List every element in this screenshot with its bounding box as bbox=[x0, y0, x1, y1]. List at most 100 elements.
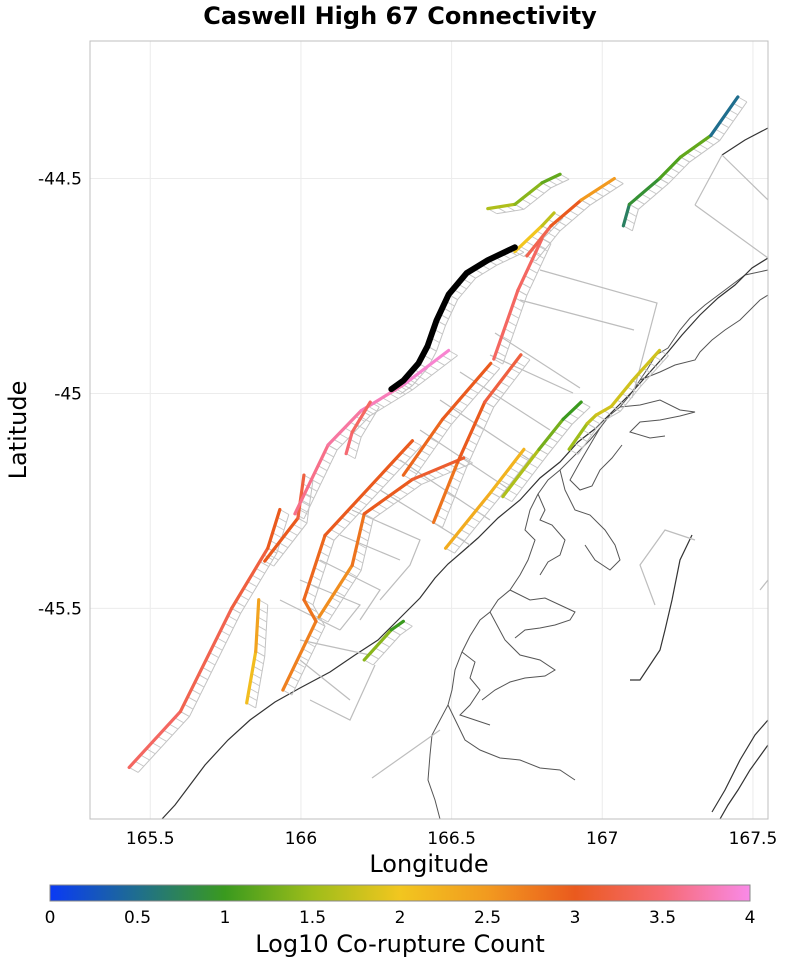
fault-ribbon-hatch bbox=[174, 717, 184, 724]
fault-ribbon-hatch bbox=[194, 681, 205, 688]
fault-ribbon-hatch bbox=[379, 475, 389, 482]
fault-ribbon-hatch bbox=[500, 479, 510, 486]
fault-ribbon-hatch bbox=[407, 468, 417, 475]
rupture-segment-shelf-trace-c bbox=[594, 404, 613, 417]
background-fault-network bbox=[279, 154, 768, 779]
fault-ribbon-hatch bbox=[429, 437, 439, 444]
fault-ribbon-hatch bbox=[669, 167, 680, 174]
y-axis-ticks: -44.5 -45 -45.5 bbox=[38, 170, 82, 620]
fault-ribbon-hatch bbox=[352, 505, 362, 512]
fault-ribbon-hatch bbox=[424, 443, 435, 450]
fault-ribbon-hatch bbox=[520, 246, 530, 252]
rupture-segment-secretary-fault bbox=[302, 598, 318, 623]
fiord-inlet-4 bbox=[559, 469, 621, 571]
fault-ribbon-hatch bbox=[439, 506, 449, 513]
fault-ribbon-hatch bbox=[518, 455, 529, 461]
rupture-segment-caswell-mid-inner bbox=[296, 473, 306, 520]
fault-ribbon-hatch bbox=[477, 416, 488, 423]
fault-ribbon-hatch bbox=[448, 350, 458, 356]
fault-ribbon-hatch bbox=[327, 603, 337, 610]
x-tick-label: 165.5 bbox=[126, 829, 175, 849]
fault-ribbon-hatch bbox=[474, 424, 484, 431]
x-tick-label: 167.5 bbox=[729, 829, 778, 849]
rupture-segment-fiordland-branch-lower bbox=[254, 598, 261, 653]
fault-ribbon-hatch bbox=[520, 354, 531, 361]
fault-ribbon-hatch bbox=[315, 620, 326, 627]
fault-ribbon-hatch bbox=[311, 575, 322, 581]
rupture-segment-doubtful-trace bbox=[410, 456, 466, 482]
fault-ribbon-hatch bbox=[249, 687, 259, 694]
offshore-lineament-3 bbox=[719, 744, 768, 819]
fault-ribbon-hatch bbox=[373, 481, 384, 488]
fault-ribbon-hatch bbox=[574, 204, 585, 211]
fault-ribbon-hatch bbox=[611, 405, 621, 412]
fault-ribbon-hatch bbox=[272, 532, 282, 539]
fault-ribbon-hatch bbox=[433, 431, 444, 438]
fault-ribbon-hatch bbox=[319, 551, 329, 557]
fault-ribbon-hatch bbox=[333, 438, 343, 445]
network-line bbox=[494, 332, 581, 389]
network-line bbox=[299, 639, 371, 656]
rupture-segment-shelf-trace-c bbox=[630, 348, 662, 383]
fault-ribbon-hatch bbox=[451, 476, 461, 483]
rupture-segment-fiordland-branch-upper bbox=[350, 400, 372, 434]
network-line bbox=[351, 509, 421, 601]
fault-ribbon-hatch bbox=[460, 529, 470, 535]
fault-ribbon-hatch bbox=[518, 475, 528, 482]
rupture-segment-offshore-north-c bbox=[513, 224, 544, 254]
fiord-inlet-6 bbox=[509, 589, 576, 639]
fault-ribbon-hatch bbox=[251, 574, 261, 581]
fault-ribbon-hatch bbox=[480, 504, 490, 511]
y-tick-label: -45.5 bbox=[38, 599, 82, 619]
fault-ribbon-edge bbox=[303, 355, 458, 520]
fault-ribbon-hatch bbox=[269, 554, 279, 561]
offshore-lineament-1 bbox=[721, 127, 768, 156]
fault-ribbon-hatch bbox=[562, 418, 573, 425]
fault-ribbon-hatch bbox=[349, 421, 360, 428]
fault-ribbon-hatch bbox=[250, 680, 260, 687]
fault-ribbon-hatch bbox=[304, 492, 315, 499]
fault-ribbon-hatch bbox=[318, 616, 329, 623]
fault-ribbon-hatch bbox=[442, 499, 452, 506]
fault-ribbon-hatch bbox=[301, 499, 311, 506]
fault-ribbon-hatch bbox=[445, 547, 455, 554]
rupture-segment-caswell-segment-sw bbox=[266, 507, 282, 550]
fault-ribbon-hatch bbox=[460, 454, 471, 461]
fault-ribbon-hatch bbox=[134, 760, 145, 767]
fault-ribbon-hatch bbox=[227, 615, 238, 622]
fault-ribbon-hatch bbox=[494, 388, 505, 394]
chart-title: Caswell High 67 Connectivity bbox=[203, 2, 597, 30]
fault-ribbon-hatch bbox=[562, 215, 573, 221]
fiord-inlet-7 bbox=[481, 611, 556, 701]
fault-ribbon-hatch bbox=[553, 430, 563, 437]
fault-ribbon-hatch bbox=[568, 448, 579, 455]
fault-ribbon-hatch bbox=[395, 458, 406, 464]
colorbar-label: Log10 Co-rupture Count bbox=[255, 930, 545, 958]
fault-ribbon-hatch bbox=[202, 666, 212, 673]
fault-ribbon-hatch bbox=[621, 393, 632, 399]
fault-ribbon-edge bbox=[502, 243, 552, 365]
fiord-inlet-1 bbox=[639, 294, 768, 381]
rupture-segment-offshore-cape bbox=[540, 172, 562, 185]
plot-frame bbox=[89, 40, 769, 820]
colorbar-tick-label: 0 bbox=[45, 908, 56, 928]
fault-ribbon-hatch bbox=[163, 729, 173, 736]
y-axis-label: Latitude bbox=[4, 381, 32, 480]
fault-ribbon-hatch bbox=[278, 542, 289, 549]
fault-ribbon-hatch bbox=[363, 493, 373, 500]
fault-ribbon-hatch bbox=[301, 491, 311, 498]
fault-ribbon-hatch bbox=[347, 571, 358, 578]
fault-ribbon-hatch bbox=[168, 723, 179, 730]
fault-ribbon-hatch bbox=[463, 457, 473, 464]
offshore-lineament-2 bbox=[630, 534, 693, 681]
rupture-segment-farewell-spit bbox=[627, 176, 662, 206]
fault-ribbon-hatch bbox=[146, 748, 156, 755]
network-line bbox=[694, 154, 723, 206]
fault-ribbon-hatch bbox=[252, 665, 263, 672]
fault-ribbon-hatch bbox=[216, 637, 227, 644]
fault-ribbon-edge bbox=[631, 101, 748, 231]
fault-ribbon-hatch bbox=[469, 387, 479, 394]
fault-ribbon-hatch bbox=[322, 542, 332, 549]
fault-ribbon-hatch bbox=[514, 461, 524, 468]
fault-ribbon-hatch bbox=[282, 689, 293, 696]
